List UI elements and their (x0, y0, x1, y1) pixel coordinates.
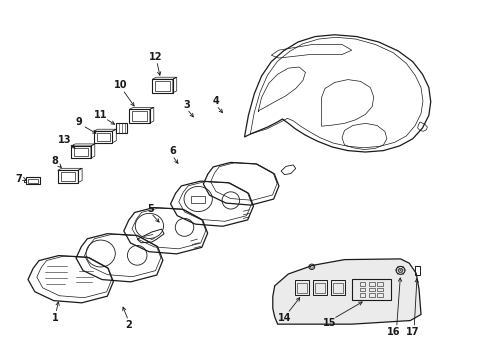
Bar (28, 179, 38, 183)
Bar (332, 283, 343, 293)
Bar (376, 293, 382, 297)
Bar (414, 266, 419, 275)
Bar (312, 280, 327, 295)
Bar (26, 177, 40, 184)
Text: 10: 10 (114, 80, 127, 90)
Bar (74, 148, 88, 156)
Bar (97, 133, 109, 141)
Bar (368, 288, 374, 291)
Text: 4: 4 (212, 96, 219, 106)
Bar (294, 280, 309, 295)
Text: 5: 5 (147, 204, 154, 214)
Bar (296, 283, 307, 293)
Text: 14: 14 (277, 313, 291, 323)
Text: 7: 7 (16, 174, 22, 184)
Text: 9: 9 (75, 117, 82, 127)
Text: 15: 15 (323, 319, 336, 328)
Polygon shape (272, 259, 420, 324)
Bar (61, 172, 75, 181)
Bar (351, 279, 390, 300)
Bar (376, 282, 382, 286)
Text: 6: 6 (169, 146, 175, 156)
Text: 2: 2 (125, 320, 132, 330)
Text: 12: 12 (149, 51, 162, 62)
Bar (330, 280, 345, 295)
Bar (129, 109, 150, 123)
Text: 13: 13 (58, 135, 72, 145)
Bar (132, 111, 146, 121)
Bar (191, 197, 204, 203)
Bar (376, 288, 382, 291)
Bar (116, 123, 127, 133)
Text: 1: 1 (52, 313, 59, 323)
Bar (71, 146, 91, 158)
Text: 3: 3 (183, 100, 190, 110)
Bar (94, 131, 112, 143)
Text: 16: 16 (386, 327, 400, 337)
Bar (359, 293, 365, 297)
Bar (359, 282, 365, 286)
Text: 17: 17 (405, 327, 419, 337)
Bar (58, 170, 78, 183)
Text: 11: 11 (94, 110, 108, 120)
Bar (152, 79, 172, 93)
Bar (359, 288, 365, 291)
Bar (368, 282, 374, 286)
Bar (368, 293, 374, 297)
Bar (314, 283, 325, 293)
Bar (155, 81, 169, 91)
Text: 8: 8 (52, 156, 59, 166)
